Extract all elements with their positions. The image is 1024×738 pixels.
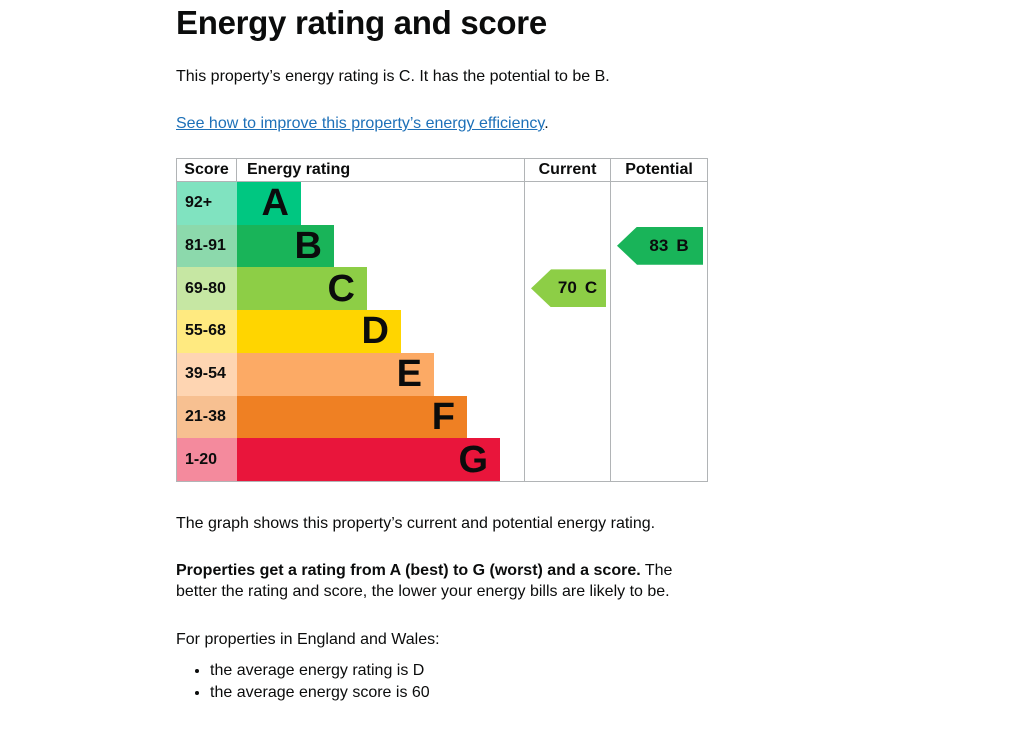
graph-caption: The graph shows this property’s current … xyxy=(176,515,656,532)
band-score-range: 39-54 xyxy=(177,352,237,396)
energy-rating-column-header: Energy rating xyxy=(247,161,351,178)
average-rating-item: the average energy rating is D xyxy=(210,660,430,682)
current-column-header: Current xyxy=(525,159,610,182)
region-heading: For properties in England and Wales: xyxy=(176,631,440,648)
potential-score: 83 xyxy=(649,235,669,255)
band-score-range: 81-91 xyxy=(177,224,237,268)
rating-explanation-bold: Properties get a rating from A (best) to… xyxy=(176,562,641,579)
current-rating-letter: C xyxy=(584,278,598,298)
score-column-header: Score xyxy=(177,159,237,181)
band-row-b: 81-91 B xyxy=(177,224,524,268)
improve-link-line: See how to improve this property’s energ… xyxy=(176,113,549,134)
page-title: Energy rating and score xyxy=(176,4,547,41)
band-row-c: 69-80 C xyxy=(177,267,524,311)
band-row-f: 21-38 F xyxy=(177,395,524,439)
potential-rating-letter: B xyxy=(676,235,689,255)
band-score-range: 69-80 xyxy=(177,267,237,311)
band-letter: E xyxy=(396,353,422,396)
band-score-range: 92+ xyxy=(177,182,237,225)
band-bar-g: G xyxy=(237,438,500,481)
band-row-e: 39-54 E xyxy=(177,352,524,396)
average-score-item: the average energy score is 60 xyxy=(210,682,430,704)
rating-explanation: Properties get a rating from A (best) to… xyxy=(176,560,708,602)
band-letter: C xyxy=(327,267,355,310)
band-row-g: 1-20 G xyxy=(177,438,524,481)
band-bar-e: E xyxy=(237,352,434,396)
band-letter: B xyxy=(294,225,322,268)
band-bar-d: D xyxy=(237,310,401,353)
rating-explanation-rest: The better the rating and score, the low… xyxy=(176,562,673,600)
band-bar-b: B xyxy=(237,224,334,268)
band-score-range: 21-38 xyxy=(177,395,237,439)
energy-rating-graph: Score Energy rating 92+ A 81-91 B 69-80 … xyxy=(176,158,708,482)
link-period: . xyxy=(544,115,549,132)
potential-column-header: Potential xyxy=(611,159,707,182)
band-letter: D xyxy=(361,310,389,353)
averages-list: the average energy rating is D the avera… xyxy=(176,660,430,704)
band-letter: G xyxy=(458,438,488,481)
current-rating-arrow: 70 C xyxy=(531,269,606,308)
potential-rating-column: Potential 83 B xyxy=(610,159,707,481)
band-row-d: 55-68 D xyxy=(177,310,524,353)
rating-summary-text: This property’s energy rating is C. It h… xyxy=(176,68,610,85)
band-bar-c: C xyxy=(237,267,367,311)
band-bar-f: F xyxy=(237,395,467,439)
current-rating-column: Current 70 C xyxy=(524,159,610,481)
band-row-a: 92+ A xyxy=(177,182,524,225)
band-bar-a: A xyxy=(237,182,301,225)
potential-rating-arrow: 83 B xyxy=(617,226,703,265)
graph-header-row: Score Energy rating xyxy=(177,159,524,182)
band-score-range: 1-20 xyxy=(177,438,237,481)
rating-bands-column: Score Energy rating 92+ A 81-91 B 69-80 … xyxy=(177,159,524,481)
band-letter: A xyxy=(261,182,289,225)
improve-efficiency-link[interactable]: See how to improve this property’s energ… xyxy=(176,115,545,132)
band-score-range: 55-68 xyxy=(177,310,237,353)
band-letter: F xyxy=(431,395,455,438)
current-score: 70 xyxy=(557,278,577,298)
